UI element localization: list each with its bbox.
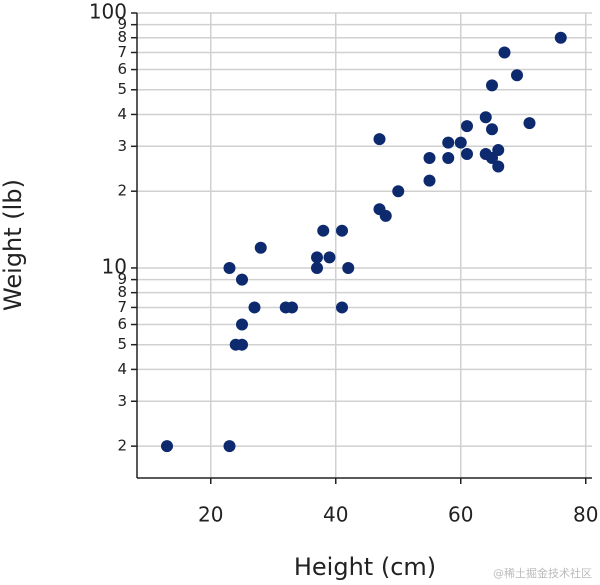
y-tick-label: 10 [102, 254, 127, 278]
point [317, 224, 330, 237]
point [498, 46, 511, 59]
point [311, 251, 323, 264]
y-tick-label: 8 [117, 28, 127, 46]
y-tick-label: 100 [89, 0, 127, 24]
x-tick-label: 20 [198, 503, 223, 527]
point [554, 31, 567, 44]
y-tick-label: 4 [117, 105, 127, 123]
point [454, 136, 467, 149]
point [486, 123, 498, 136]
y-tick-label: 7 [117, 43, 127, 61]
y-tick-label: 3 [117, 137, 127, 155]
point [442, 136, 455, 149]
point [286, 301, 298, 314]
point [223, 440, 236, 453]
y-tick-label: 5 [117, 80, 127, 98]
y-tick-label: 7 [117, 298, 127, 316]
point [236, 273, 248, 286]
x-tick-label: 80 [573, 503, 598, 527]
y-tick-label: 2 [117, 437, 127, 455]
point [336, 301, 348, 314]
point [236, 318, 248, 331]
point [511, 69, 523, 82]
point [461, 147, 473, 160]
y-tick-label: 6 [117, 60, 127, 78]
point [323, 251, 336, 264]
watermark: @稀土掘金技术社区 [493, 566, 592, 580]
point [373, 133, 386, 146]
point [392, 185, 405, 198]
y-tick-label: 4 [117, 360, 127, 378]
y-tick-label: 3 [117, 392, 127, 410]
point [223, 261, 236, 274]
point [479, 111, 492, 124]
point [523, 117, 536, 130]
point [486, 79, 498, 92]
point [423, 151, 436, 164]
point [492, 160, 505, 173]
y-axis-title: Weight (lb) [0, 179, 27, 311]
point [236, 338, 248, 351]
point [423, 174, 436, 187]
y-tick-label: 5 [117, 335, 127, 353]
point [379, 209, 392, 222]
point [461, 120, 473, 133]
point [342, 261, 355, 274]
y-tick-label: 9 [117, 270, 127, 288]
point [442, 151, 455, 164]
point [336, 224, 348, 237]
point [254, 241, 267, 254]
x-tick-label: 60 [448, 503, 473, 527]
y-tick-label: 6 [117, 315, 127, 333]
point [311, 261, 323, 274]
point [161, 440, 173, 453]
y-tick-label: 8 [117, 283, 127, 301]
y-tick-label: 9 [117, 15, 127, 33]
point [492, 144, 505, 157]
x-axis-title: Height (cm) [294, 553, 436, 581]
x-tick-label: 40 [323, 503, 348, 527]
y-tick-label: 2 [117, 182, 127, 200]
point [248, 301, 261, 314]
